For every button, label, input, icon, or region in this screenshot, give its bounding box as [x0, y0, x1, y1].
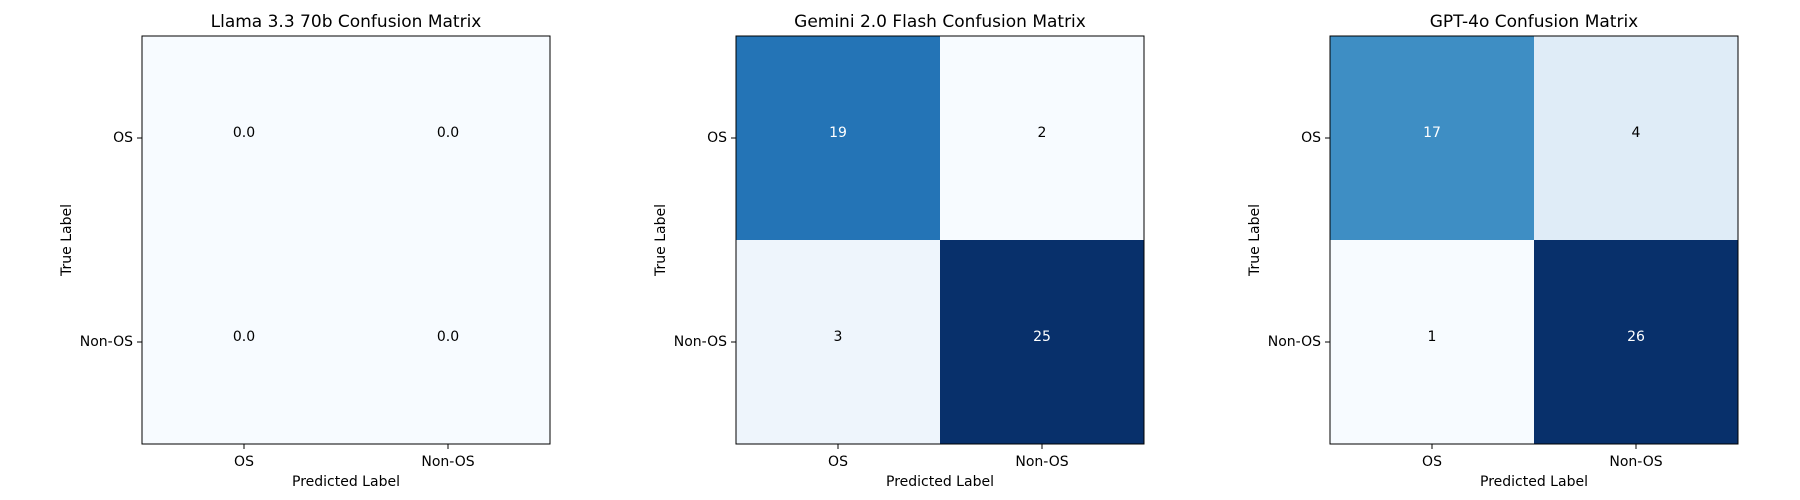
y-tick-label: Non-OS — [674, 334, 727, 350]
cell-label: 2 — [1038, 125, 1047, 141]
x-tick-label: Non-OS — [1015, 454, 1068, 470]
x-tick-label: OS — [234, 454, 254, 470]
heatmap-panel: Gemini 2.0 Flash Confusion Matrix 19 2 3 25 O… — [653, 12, 1145, 490]
y-tick-label: OS — [1301, 130, 1321, 146]
y-tick-label: Non-OS — [80, 334, 133, 350]
chart-title: GPT-4o Confusion Matrix — [1430, 12, 1639, 32]
cell-label: 0.0 — [437, 125, 459, 141]
cell-label: 25 — [1033, 329, 1051, 345]
cell-label: 1 — [1428, 329, 1437, 345]
plot-frame — [141, 35, 551, 445]
y-tick-label: Non-OS — [1268, 334, 1321, 350]
cell-label: 0.0 — [233, 329, 255, 345]
heatmap-cell — [940, 36, 1144, 240]
heatmap-cell — [346, 240, 550, 444]
x-tick-label: OS — [828, 454, 848, 470]
heatmap-cell — [1534, 240, 1738, 444]
cell-label: 26 — [1627, 329, 1645, 345]
heatmap-cell — [1330, 36, 1534, 240]
heatmap-panel: Llama 3.3 70b Confusion Matrix 0.0 0.0 0.0 0… — [59, 12, 551, 490]
cell-label: 0.0 — [437, 329, 459, 345]
x-axis-label: Predicted Label — [1480, 474, 1588, 490]
heatmap-cell — [1330, 240, 1534, 444]
y-tick-label: OS — [113, 130, 133, 146]
cell-label: 4 — [1632, 125, 1641, 141]
cell-label: 3 — [834, 329, 843, 345]
y-tick-label: OS — [707, 130, 727, 146]
chart-title: Llama 3.3 70b Confusion Matrix — [211, 12, 482, 32]
heatmap-cell — [736, 36, 940, 240]
x-tick-label: OS — [1422, 454, 1442, 470]
heatmap-cell — [940, 240, 1144, 444]
heatmap-cell — [346, 36, 550, 240]
cell-label: 0.0 — [233, 125, 255, 141]
plot-frame — [1329, 35, 1739, 445]
y-axis-label: True Label — [653, 204, 669, 277]
chart-title: Gemini 2.0 Flash Confusion Matrix — [794, 12, 1086, 32]
cell-label: 17 — [1423, 125, 1441, 141]
heatmap-cell — [736, 240, 940, 444]
x-axis-label: Predicted Label — [886, 474, 994, 490]
heatmap-cell — [1534, 36, 1738, 240]
cell-label: 19 — [829, 125, 847, 141]
y-axis-label: True Label — [59, 204, 75, 277]
y-axis-label: True Label — [1247, 204, 1263, 277]
x-tick-label: Non-OS — [1609, 454, 1662, 470]
heatmap-cell — [142, 36, 346, 240]
x-axis-label: Predicted Label — [292, 474, 400, 490]
heatmap-cell — [142, 240, 346, 444]
plot-frame — [735, 35, 1145, 445]
x-tick-label: Non-OS — [421, 454, 474, 470]
heatmap-panel: GPT-4o Confusion Matrix 17 4 1 26 OS Non-OS OS N… — [1247, 12, 1739, 490]
